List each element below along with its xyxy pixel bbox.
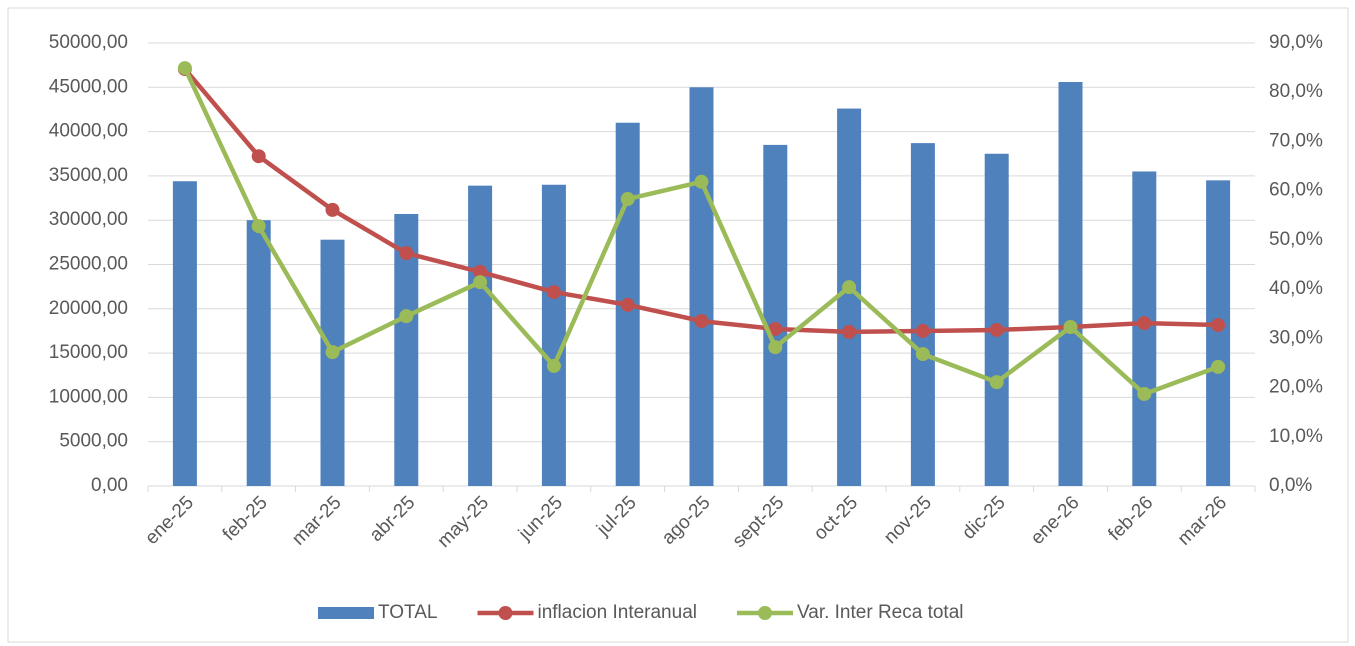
line-marker: [842, 324, 857, 339]
legend-label: TOTAL: [378, 602, 437, 623]
legend-label: Var. Inter Reca total: [797, 602, 964, 623]
bar: [246, 220, 271, 486]
line-marker: [1211, 359, 1226, 374]
bar: [172, 181, 197, 486]
line-marker: [915, 323, 930, 338]
line-marker: [842, 280, 857, 295]
y-tick-label: 30000,00: [49, 209, 128, 230]
bar: [1206, 180, 1231, 486]
line-marker: [546, 285, 561, 300]
y2-tick-label: 0,0%: [1269, 475, 1312, 496]
y2-tick-label: 60,0%: [1269, 180, 1323, 201]
line-marker: [177, 61, 192, 76]
line-marker: [1211, 318, 1226, 333]
y-tick-label: 35000,00: [49, 165, 128, 186]
y2-tick-label: 80,0%: [1269, 81, 1323, 102]
bar: [984, 153, 1009, 486]
y-tick-label: 45000,00: [49, 76, 128, 97]
legend-marker: [498, 606, 513, 620]
line-marker: [620, 192, 635, 207]
line-marker: [768, 340, 783, 355]
line-marker: [1063, 320, 1078, 335]
legend-marker: [757, 606, 772, 620]
y2-tick-label: 90,0%: [1269, 32, 1323, 53]
line-marker: [399, 246, 414, 261]
y-tick-label: 5000,00: [59, 431, 128, 452]
line-marker: [694, 314, 709, 329]
y2-tick-label: 70,0%: [1269, 130, 1323, 151]
y-tick-label: 25000,00: [49, 254, 128, 275]
y2-tick-label: 30,0%: [1269, 327, 1323, 348]
y2-tick-label: 20,0%: [1269, 377, 1323, 398]
line-marker: [399, 309, 414, 324]
y2-tick-label: 10,0%: [1269, 426, 1323, 447]
line-marker: [915, 347, 930, 362]
bar: [1058, 81, 1083, 486]
line-marker: [325, 345, 340, 360]
y2-tick-label: 40,0%: [1269, 278, 1323, 299]
y-tick-label: 10000,00: [49, 386, 128, 407]
line-marker: [620, 297, 635, 312]
bar: [763, 144, 788, 486]
line-marker: [251, 149, 266, 164]
bar: [320, 239, 345, 486]
bar: [468, 185, 493, 486]
line-marker: [473, 264, 488, 279]
y-tick-label: 15000,00: [49, 342, 128, 363]
legend-swatch: [318, 607, 374, 619]
legend-label: inflacion Interanual: [537, 602, 697, 623]
line-marker: [473, 275, 488, 290]
y-tick-label: 0,00: [91, 475, 128, 496]
line-marker: [1137, 386, 1152, 401]
y-tick-label: 50000,00: [49, 32, 128, 53]
line-marker: [694, 174, 709, 189]
line-marker: [989, 375, 1004, 390]
line-marker: [251, 219, 266, 234]
y-tick-label: 20000,00: [49, 298, 128, 319]
bar: [910, 143, 935, 487]
line-marker: [1137, 316, 1152, 331]
y2-tick-label: 50,0%: [1269, 229, 1323, 250]
bar: [541, 184, 566, 486]
line-marker: [768, 321, 783, 336]
bar: [689, 87, 714, 487]
line-marker: [546, 358, 561, 373]
line-marker: [325, 202, 340, 217]
y-tick-label: 40000,00: [49, 121, 128, 142]
line-marker: [989, 322, 1004, 337]
